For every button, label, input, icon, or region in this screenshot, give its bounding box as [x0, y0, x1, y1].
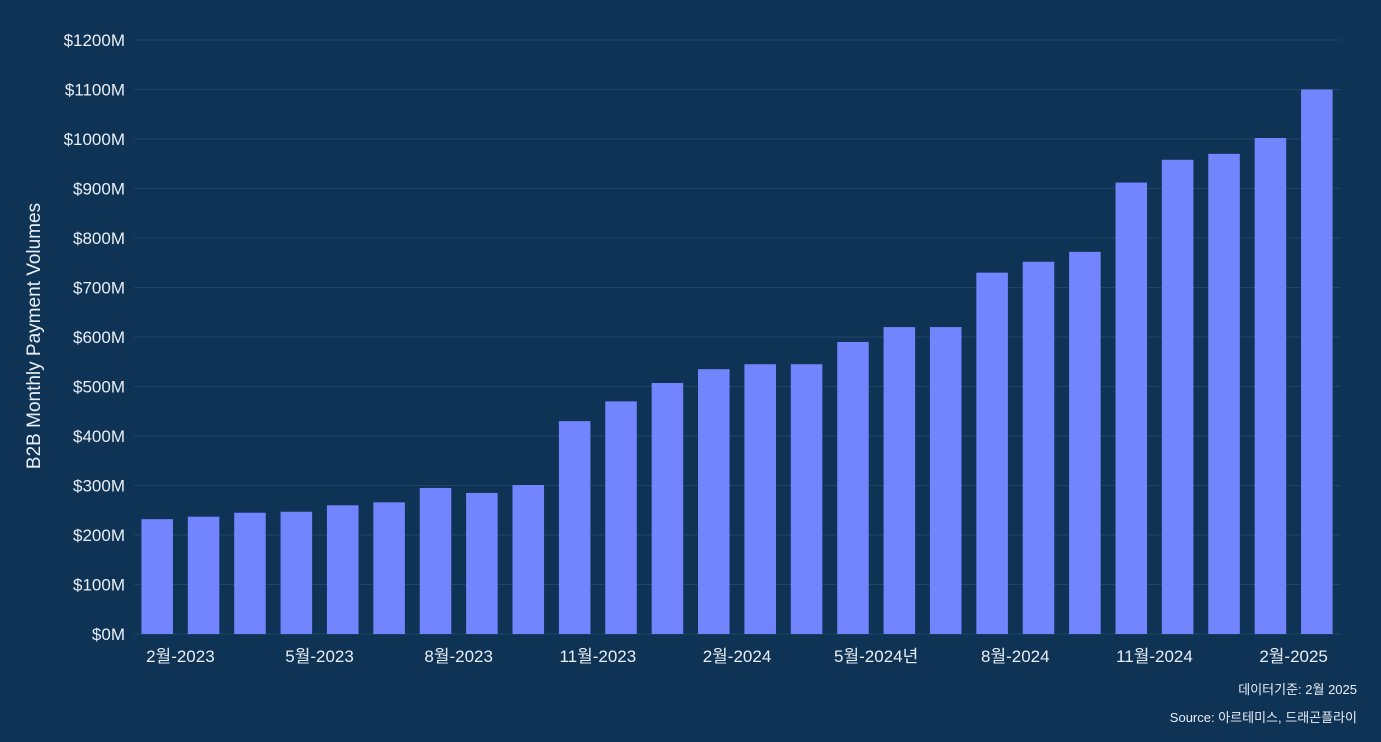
- y-tick-label: $1000M: [64, 130, 125, 149]
- bar: [1208, 153, 1240, 634]
- source-note: Source: 아르테미스, 드래곤플라이: [1169, 710, 1357, 725]
- bar: [1161, 159, 1194, 635]
- y-tick-label: $100M: [73, 576, 125, 595]
- gridlines: [134, 39, 1340, 635]
- bar: [1069, 251, 1101, 635]
- x-tick-label: 2월-2023: [146, 647, 215, 666]
- bar: [326, 505, 359, 634]
- bar: [558, 421, 591, 634]
- bar: [234, 512, 266, 634]
- bar: [605, 401, 637, 634]
- y-tick-label: $800M: [73, 229, 125, 248]
- bar: [280, 511, 313, 634]
- bar: [1115, 182, 1148, 634]
- bar: [373, 502, 405, 634]
- y-tick-label: $300M: [73, 477, 125, 496]
- y-axis-ticks: $0M $100M $200M $300M $400M $500M $600M $700M $8…: [64, 31, 125, 644]
- x-tick-label: 5월-2024년: [834, 647, 918, 666]
- bar: [1301, 89, 1333, 634]
- bar: [466, 492, 498, 634]
- y-tick-label: $700M: [73, 279, 125, 298]
- bar: [883, 327, 916, 634]
- bar: [1022, 261, 1055, 634]
- bar: [929, 327, 962, 634]
- bar: [790, 364, 823, 634]
- bar: [698, 369, 730, 634]
- bar: [651, 383, 684, 634]
- y-tick-label: $200M: [73, 526, 125, 545]
- y-axis-label: B2B Monthly Payment Volumes: [24, 203, 45, 469]
- data-date-note: 데이터기준: 2월 2025: [1238, 682, 1357, 697]
- x-tick-label: 8월-2024: [981, 647, 1050, 666]
- x-tick-label: 5월-2023: [285, 647, 354, 666]
- y-tick-label: $1200M: [64, 31, 125, 50]
- bar: [419, 487, 452, 634]
- bars: [141, 89, 1333, 635]
- y-tick-label: $500M: [73, 378, 125, 397]
- y-tick-label: $600M: [73, 328, 125, 347]
- bar: [744, 364, 776, 634]
- y-tick-label: $1100M: [65, 81, 125, 100]
- bar: [837, 341, 869, 634]
- x-axis-ticks: 2월-2023 5월-2023 8월-2023 11월-2023 2월-2024 5월-2…: [146, 647, 1328, 666]
- x-tick-label: 11월-2023: [559, 647, 636, 666]
- x-tick-label: 8월-2023: [424, 647, 493, 666]
- bar: [512, 485, 545, 634]
- bar: [141, 519, 173, 634]
- bar: [1254, 138, 1287, 634]
- y-tick-label: $900M: [73, 180, 125, 199]
- y-tick-label: $0M: [92, 625, 125, 644]
- x-tick-label: 11월-2024: [1116, 647, 1193, 666]
- y-tick-label: $400M: [73, 427, 125, 446]
- x-tick-label: 2월-2025: [1259, 647, 1328, 666]
- bar: [976, 272, 1008, 634]
- x-tick-label: 2월-2024: [703, 647, 772, 666]
- bar: [187, 516, 220, 634]
